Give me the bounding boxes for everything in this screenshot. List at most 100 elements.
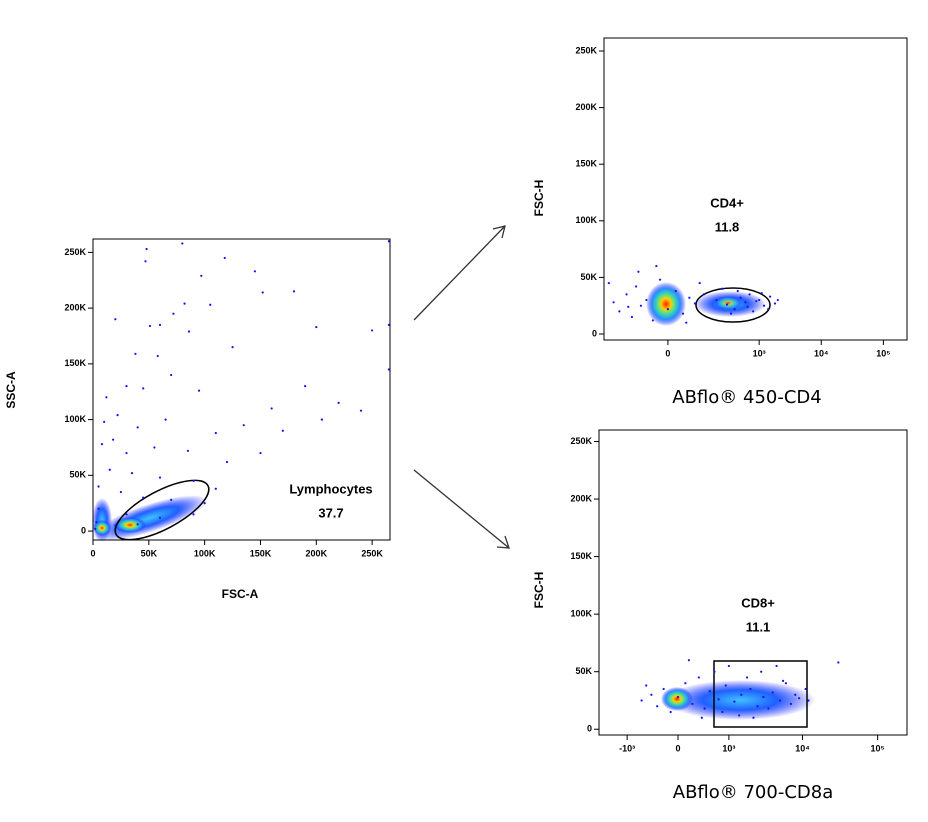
point [170,373,173,377]
y-tick-label: 150K [64,358,86,368]
point [760,670,763,673]
point [114,318,117,321]
point [639,304,643,307]
gate-percent: 11.8 [715,219,740,234]
y-axis-label: FSC-H [532,180,546,217]
point [727,664,730,668]
x-tick-label: 10⁴ [795,743,809,753]
point [698,281,701,285]
point [666,307,670,311]
point [253,270,256,273]
point [170,498,173,501]
gate-percent: 11.1 [746,619,771,634]
point [223,256,226,260]
point [748,293,751,296]
point [209,303,212,306]
point [105,396,108,399]
point [158,476,162,479]
point [637,270,640,273]
point [612,301,615,304]
point [745,676,749,679]
point [387,323,390,326]
point [767,707,770,710]
point [676,695,680,699]
point [142,387,145,390]
point [242,424,245,427]
x-tick-label: 150K [250,548,272,558]
arrow [413,225,506,321]
point [186,449,190,452]
density-core [93,520,111,536]
point [95,521,98,524]
point [804,687,807,691]
arrow [413,469,510,549]
point [153,446,156,449]
point [94,527,97,530]
point [650,693,653,696]
point [762,304,766,307]
point [145,247,148,251]
density-core [646,282,686,326]
point [724,684,727,687]
x-tick-label: 10⁵ [876,348,890,358]
point [111,438,115,441]
point [635,285,638,288]
point [125,513,128,516]
point [192,513,195,516]
point [756,705,759,708]
point [142,496,145,499]
x-tick-label: 10³ [722,743,735,753]
point [134,352,137,355]
point [156,354,159,358]
point [717,698,720,701]
point [687,659,691,662]
point [775,664,778,668]
y-tick-label: 100K [64,414,86,424]
point [164,418,167,421]
gate-name: CD4+ [710,195,744,210]
point [708,690,711,693]
point [789,702,793,706]
point [618,310,621,313]
point [684,682,687,685]
x-tick-label: 200K [306,548,328,558]
x-tick-label: 50K [141,548,158,558]
gate-rect [713,660,808,728]
point [270,407,273,410]
plot-frame [603,37,908,341]
point [640,699,643,702]
density-core [661,687,693,711]
point [337,401,340,404]
y-tick-label: 200K [570,493,592,503]
point [771,691,774,694]
point [371,329,374,332]
point [655,264,658,268]
gate-ellipse [695,287,771,323]
point [762,695,765,699]
point [781,679,785,683]
point [259,451,262,455]
x-tick-label: 100K [194,548,216,558]
x-tick-label: 0 [676,743,681,753]
point [713,670,716,673]
point [746,305,749,308]
gate-ellipse [114,479,210,541]
x-axis-label: ABflo® 700-CD8a [673,782,834,803]
point [798,697,801,700]
point [116,414,119,417]
point [794,693,797,696]
point [776,298,779,302]
x-axis-label: ABflo® 450-CD4 [672,387,821,408]
point [281,429,284,432]
point [627,305,630,308]
point [136,426,139,429]
point [114,524,117,527]
plot-frame [598,429,908,736]
y-tick-label: 150K [575,159,597,169]
point [97,485,100,488]
x-tick-label: 0 [90,548,95,558]
x-tick-label: 10⁴ [814,348,828,358]
point [739,296,742,299]
x-axis-label: FSC-A [222,587,259,601]
point [136,523,139,526]
